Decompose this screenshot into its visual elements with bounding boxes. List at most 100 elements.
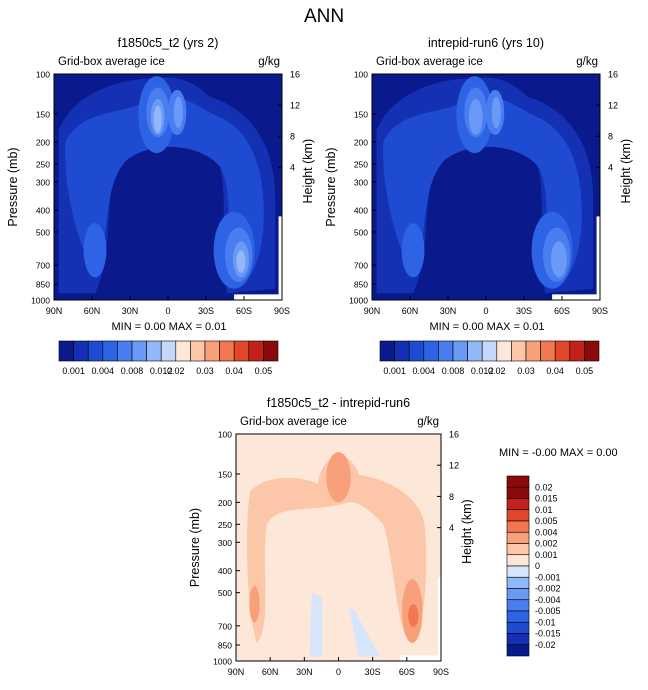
stats-text: MIN = 0.00 MAX = 0.01	[430, 321, 545, 333]
y-tick-label: 200	[36, 138, 50, 148]
colorbar-swatch	[117, 340, 133, 362]
colorbar-label: 0.004	[413, 366, 436, 376]
x-tick-label: 60S	[399, 667, 415, 677]
colorbar-label: 0.015	[535, 494, 558, 504]
colorbar-swatch	[511, 340, 527, 362]
contour-diff-nh	[249, 586, 260, 623]
y-tick-label: 850	[218, 640, 232, 650]
y-tick-label: 400	[218, 566, 232, 576]
height-tick-label: 4	[449, 523, 454, 533]
contour-diff-sh-core	[408, 604, 419, 627]
y-tick-label: 850	[354, 280, 368, 290]
colorbar-label: 0.001	[62, 366, 85, 376]
y-tick-label: 250	[354, 159, 368, 169]
y-tick-label: 850	[36, 280, 50, 290]
panel-top-right: intrepid-run6 (yrs 10) Grid-box average i…	[324, 36, 633, 333]
colorbar-swatch	[506, 588, 530, 601]
height-axis-label: Height (km)	[301, 139, 315, 204]
colorbar-label: 0.03	[517, 366, 535, 376]
colorbar-swatch	[58, 340, 74, 362]
x-tick-label: 60S	[554, 306, 570, 316]
colorbar-swatch	[506, 644, 530, 657]
colorbar-label: -0.02	[535, 640, 556, 650]
x-tick-label: 90N	[46, 306, 63, 316]
missing-data	[596, 216, 600, 300]
y-tick-label: 100	[354, 70, 368, 80]
panel-title: f1850c5_t2 (yrs 2)	[118, 36, 219, 50]
colorbar-swatch	[496, 340, 512, 362]
x-tick-label: 30S	[198, 306, 214, 316]
height-tick-label: 12	[290, 101, 300, 111]
contour-level-3-nh	[83, 223, 107, 278]
colorbar-swatch	[204, 340, 220, 362]
colorbar-label: 0.008	[121, 366, 144, 376]
colorbar-swatch	[73, 340, 89, 362]
y-tick-label: 1000	[213, 657, 232, 667]
contour-diff-upper	[326, 452, 351, 503]
contour-field	[236, 434, 441, 661]
y-tick-label: 500	[354, 227, 368, 237]
height-tick-label: 16	[608, 70, 618, 80]
colorbar-label: 0.02	[535, 482, 553, 492]
colorbar-swatch	[506, 475, 530, 488]
y-axis-label: Pressure (mb)	[6, 147, 20, 226]
colorbar-swatch	[102, 340, 118, 362]
colorbar-label: -0.015	[535, 629, 561, 639]
contour-level-2	[383, 95, 582, 283]
x-tick-label: 30S	[365, 667, 381, 677]
missing-data	[234, 294, 279, 300]
contour-level-5-sh	[550, 241, 567, 278]
x-tick-label: 60S	[236, 306, 252, 316]
panel-top-left: f1850c5_t2 (yrs 2) Grid-box average ice g/…	[6, 36, 315, 333]
y-tick-label: 1000	[349, 296, 368, 306]
colorbar-label: 0.04	[546, 366, 564, 376]
page-title: ANN	[304, 6, 344, 27]
colorbar-swatch	[540, 340, 556, 362]
colorbar-label: 0.01	[535, 505, 553, 515]
colorbar-label: 0.012	[150, 366, 173, 376]
y-axis-label: Pressure (mb)	[188, 508, 202, 587]
colorbar-label: -0.01	[535, 617, 556, 627]
colorbar-label: 0.03	[196, 366, 214, 376]
y-tick-label: 300	[218, 538, 232, 548]
panel-bottom-center: f1850c5_t2 - intrepid-run6 Grid-box avera…	[188, 396, 618, 677]
x-tick-label: 90S	[274, 306, 290, 316]
colorbar-label: 0.001	[535, 550, 558, 560]
colorbar-label: 0.05	[255, 366, 273, 376]
colorbar-label: 0.008	[442, 366, 465, 376]
colorbar-swatch	[506, 531, 530, 544]
y-tick-label: 1000	[31, 296, 50, 306]
colorbar-swatch	[423, 340, 439, 362]
height-tick-label: 16	[290, 70, 300, 80]
variable-label: Grid-box average ice	[376, 56, 483, 68]
colorbar-swatch	[248, 340, 264, 362]
units-label: g/kg	[258, 56, 280, 68]
y-tick-label: 250	[218, 520, 232, 530]
x-tick-label: 0	[336, 667, 341, 677]
x-tick-label: 0	[165, 306, 170, 316]
x-tick-label: 90S	[592, 306, 608, 316]
panel-title: intrepid-run6 (yrs 10)	[428, 36, 544, 50]
contour-level-5-right	[491, 96, 501, 129]
colorbar-swatch	[506, 633, 530, 646]
colorbar-swatch	[584, 340, 600, 362]
y-tick-label: 700	[36, 260, 50, 270]
contour-level-6-left	[153, 105, 162, 133]
colorbar-swatch	[438, 340, 454, 362]
colorbar-label: 0.012	[471, 366, 494, 376]
colorbar-swatch	[569, 340, 585, 362]
colorbar-label: 0.004	[535, 527, 558, 537]
colorbar-label: -0.001	[535, 572, 561, 582]
colorbar-label: 0.004	[92, 366, 115, 376]
y-axis-label: Pressure (mb)	[324, 147, 338, 226]
colorbar-swatch	[146, 340, 162, 362]
colorbar-swatch	[506, 554, 530, 567]
colorbar-swatch	[408, 340, 425, 362]
colorbar-swatch	[506, 486, 530, 499]
contour-level-2	[65, 95, 264, 283]
colorbar-swatch	[394, 340, 410, 362]
height-tick-label: 12	[608, 101, 618, 111]
colorbar-swatch	[233, 340, 250, 362]
